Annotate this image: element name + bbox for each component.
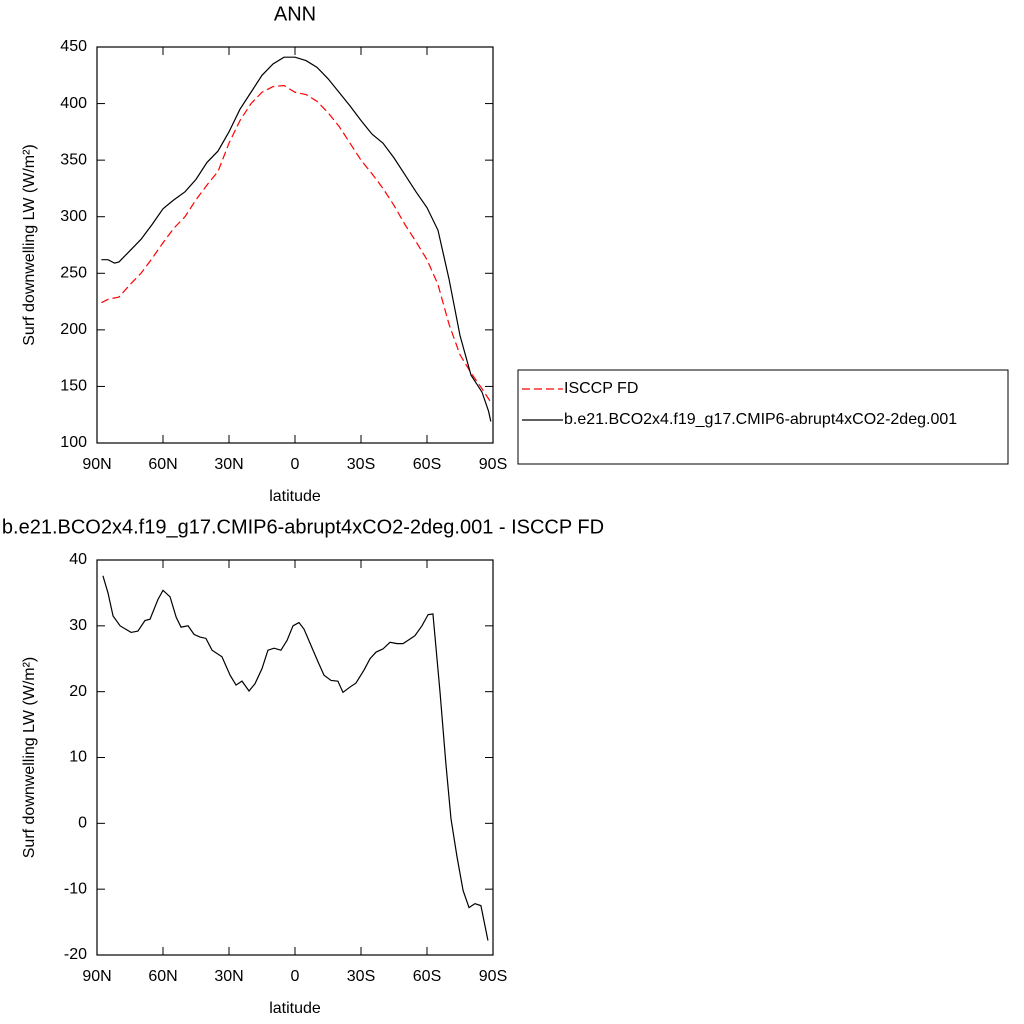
y-tick-label: 200	[60, 321, 87, 338]
y-tick-label: 10	[69, 749, 87, 766]
y-tick-label: 450	[60, 38, 87, 55]
x-tick-label: 90N	[82, 456, 111, 473]
y-axis-label: Surf downwelling LW (W/m²)	[21, 144, 38, 346]
y-tick-label: 40	[69, 551, 87, 568]
x-axis-label: latitude	[269, 1000, 321, 1017]
x-tick-label: 60S	[413, 968, 441, 985]
data-line	[102, 575, 489, 941]
y-tick-label: 100	[60, 434, 87, 451]
y-tick-label: 300	[60, 208, 87, 225]
x-tick-label: 0	[291, 456, 300, 473]
x-tick-label: 90S	[479, 456, 507, 473]
y-tick-label: 150	[60, 378, 87, 395]
y-tick-label: 30	[69, 617, 87, 634]
y-tick-label: 0	[78, 815, 87, 832]
data-line	[101, 84, 492, 403]
x-tick-label: 30S	[347, 456, 375, 473]
x-tick-label: 60N	[148, 968, 177, 985]
x-axis-label: latitude	[269, 488, 321, 505]
x-tick-label: 30N	[214, 456, 243, 473]
legend-label: ISCCP FD	[564, 380, 638, 397]
plot-frame	[96, 46, 494, 444]
chart-title: ANN	[274, 3, 316, 25]
x-tick-label: 30S	[347, 968, 375, 985]
x-tick-label: 0	[291, 968, 300, 985]
y-tick-label: 20	[69, 683, 87, 700]
x-tick-label: 60N	[148, 456, 177, 473]
y-tick-label: -10	[64, 880, 87, 897]
plot-frame	[96, 559, 494, 956]
chart-title: b.e21.BCO2x4.f19_g17.CMIP6-abrupt4xCO2-2…	[2, 516, 604, 538]
y-tick-label: 400	[60, 95, 87, 112]
y-tick-label: -20	[64, 946, 87, 963]
y-tick-label: 250	[60, 265, 87, 282]
x-tick-label: 30N	[214, 968, 243, 985]
legend-box	[517, 369, 1009, 465]
legend-label: b.e21.BCO2x4.f19_g17.CMIP6-abrupt4xCO2-2…	[564, 411, 957, 428]
y-tick-label: 350	[60, 151, 87, 168]
data-line	[101, 56, 492, 422]
x-tick-label: 90N	[82, 968, 111, 985]
x-tick-label: 90S	[479, 968, 507, 985]
y-axis-label: Surf downwelling LW (W/m²)	[21, 657, 38, 859]
x-tick-label: 60S	[413, 456, 441, 473]
